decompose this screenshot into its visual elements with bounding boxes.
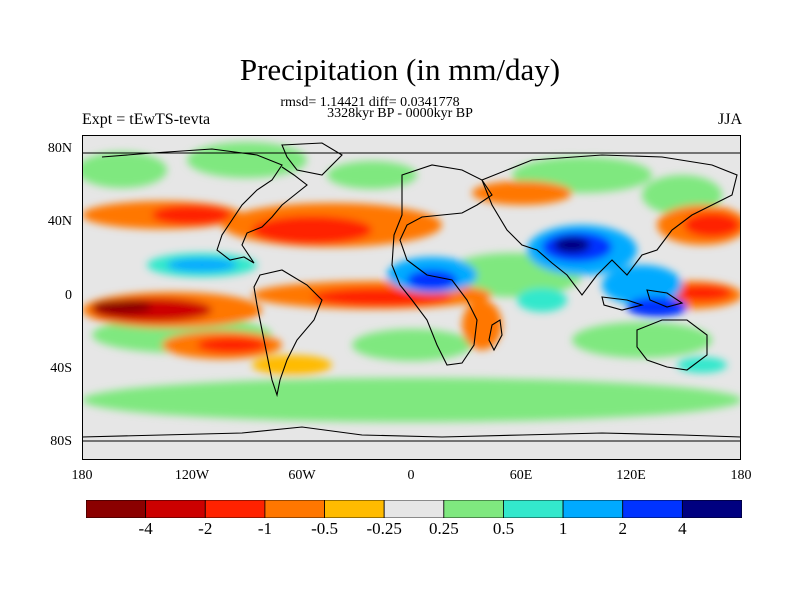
colorbar-swatch xyxy=(562,500,624,518)
colorbar-label: 2 xyxy=(618,519,627,538)
lon-tick-0: 0 xyxy=(407,468,415,483)
precipitation-map xyxy=(82,135,741,460)
anomaly-fields xyxy=(82,142,741,422)
colorbar-label: -1 xyxy=(257,519,272,538)
lon-tick-120e: 120E xyxy=(616,468,646,483)
lon-tick-120w: 120W xyxy=(174,468,210,483)
experiment-label: Expt = tEwTS-tevta xyxy=(82,111,211,128)
colorbar-swatch xyxy=(145,500,206,518)
colorbar-swatch xyxy=(681,500,742,518)
lat-tick-0: 0 xyxy=(65,288,72,303)
lat-tick-40s: 40S xyxy=(50,361,72,376)
colorbar-label: 0.25 xyxy=(428,519,459,538)
map-graticule xyxy=(82,152,741,442)
colorbar-label: 1 xyxy=(558,519,568,538)
colorbar-swatch xyxy=(383,500,445,518)
lat-tick-40n: 40N xyxy=(47,214,72,229)
season-label: JJA xyxy=(717,111,742,128)
colorbar-label: -0.5 xyxy=(311,519,338,538)
lon-tick-60e: 60E xyxy=(509,468,533,483)
colorbar-label: -0.25 xyxy=(366,519,402,538)
lon-tick-180w: 180 xyxy=(71,468,93,483)
colorbar-label: 4 xyxy=(678,519,687,538)
colorbar-label: -2 xyxy=(198,519,213,538)
colorbar-swatch xyxy=(264,500,325,518)
coastlines xyxy=(82,142,741,438)
lat-tick-80n: 80N xyxy=(47,141,72,156)
colorbar xyxy=(86,500,742,518)
colorbar-label: 0.5 xyxy=(492,519,515,538)
colorbar-swatch xyxy=(204,500,266,518)
colorbar-swatch xyxy=(622,500,683,518)
lon-tick-60w: 60W xyxy=(288,468,316,483)
colorbar-swatch xyxy=(503,500,564,518)
stats-subtitle: rmsd= 1.14421 diff= 0.0341778 xyxy=(280,95,460,110)
colorbar-label: -4 xyxy=(138,519,153,538)
plot-title: Precipitation (in mm/day) xyxy=(239,52,561,87)
colorbar-swatch xyxy=(324,500,385,518)
lat-tick-80s: 80S xyxy=(50,434,72,449)
lon-tick-180e: 180 xyxy=(730,468,752,483)
map-frame xyxy=(82,135,741,460)
colorbar-swatch xyxy=(443,500,504,518)
period-subtitle: 3328kyr BP - 0000kyr BP xyxy=(327,106,473,121)
colorbar-swatch xyxy=(86,500,147,518)
